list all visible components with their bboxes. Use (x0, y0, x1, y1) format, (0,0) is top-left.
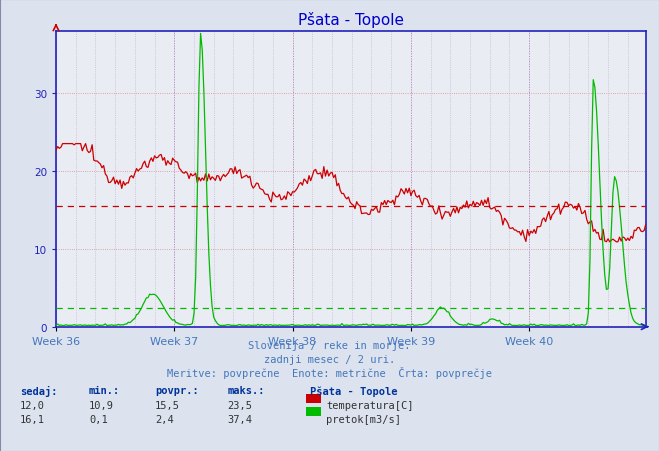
Text: Meritve: povprečne  Enote: metrične  Črta: povprečje: Meritve: povprečne Enote: metrične Črta:… (167, 366, 492, 378)
Text: sedaj:: sedaj: (20, 386, 57, 396)
Text: 0,1: 0,1 (89, 414, 107, 424)
Text: 37,4: 37,4 (227, 414, 252, 424)
Text: 23,5: 23,5 (227, 400, 252, 410)
Text: 15,5: 15,5 (155, 400, 180, 410)
Text: temperatura[C]: temperatura[C] (326, 400, 414, 410)
Text: 10,9: 10,9 (89, 400, 114, 410)
Text: 12,0: 12,0 (20, 400, 45, 410)
Text: Pšata - Topole: Pšata - Topole (310, 386, 397, 396)
Text: Slovenija / reke in morje.: Slovenija / reke in morje. (248, 341, 411, 350)
Text: maks.:: maks.: (227, 386, 265, 396)
Text: 16,1: 16,1 (20, 414, 45, 424)
Text: zadnji mesec / 2 uri.: zadnji mesec / 2 uri. (264, 354, 395, 364)
Text: povpr.:: povpr.: (155, 386, 198, 396)
Title: Pšata - Topole: Pšata - Topole (298, 12, 404, 28)
Text: 2,4: 2,4 (155, 414, 173, 424)
Text: min.:: min.: (89, 386, 120, 396)
Text: pretok[m3/s]: pretok[m3/s] (326, 414, 401, 424)
